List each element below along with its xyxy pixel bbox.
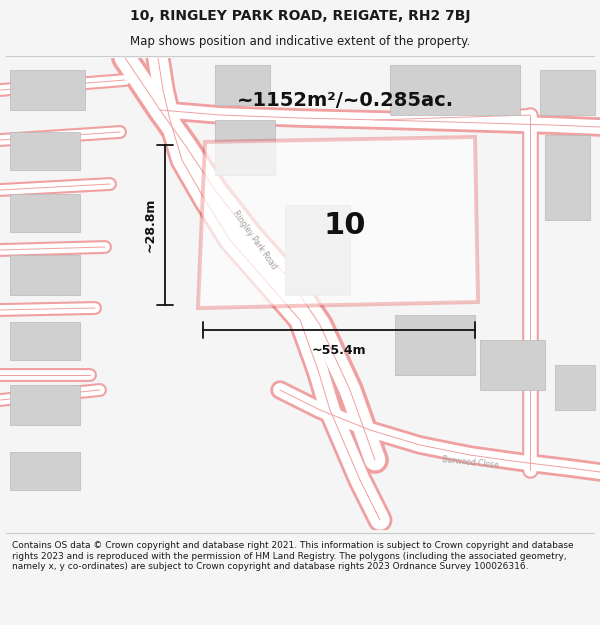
Bar xyxy=(540,70,595,115)
Bar xyxy=(215,65,270,105)
Bar xyxy=(10,132,80,170)
Bar xyxy=(285,205,350,295)
Bar xyxy=(10,70,85,110)
Bar xyxy=(555,365,595,410)
Bar xyxy=(10,385,80,425)
Bar xyxy=(10,322,80,360)
Text: 10, RINGLEY PARK ROAD, REIGATE, RH2 7BJ: 10, RINGLEY PARK ROAD, REIGATE, RH2 7BJ xyxy=(130,9,470,23)
Bar xyxy=(395,315,475,375)
Polygon shape xyxy=(198,137,478,308)
Text: 10: 10 xyxy=(324,211,366,239)
Bar xyxy=(10,452,80,490)
Bar xyxy=(215,120,275,175)
Text: Map shows position and indicative extent of the property.: Map shows position and indicative extent… xyxy=(130,35,470,48)
Bar xyxy=(10,194,80,232)
Polygon shape xyxy=(198,137,478,308)
Text: Contains OS data © Crown copyright and database right 2021. This information is : Contains OS data © Crown copyright and d… xyxy=(12,541,574,571)
Bar xyxy=(10,255,80,295)
Text: Burwood Close: Burwood Close xyxy=(442,454,499,469)
Bar xyxy=(545,135,590,220)
Text: ~55.4m: ~55.4m xyxy=(311,344,367,357)
Text: ~28.8m: ~28.8m xyxy=(144,198,157,252)
Text: ~1152m²/~0.285ac.: ~1152m²/~0.285ac. xyxy=(236,91,454,109)
Bar xyxy=(480,340,545,390)
Text: Ringley Park Road: Ringley Park Road xyxy=(232,209,278,271)
Bar xyxy=(390,65,520,115)
